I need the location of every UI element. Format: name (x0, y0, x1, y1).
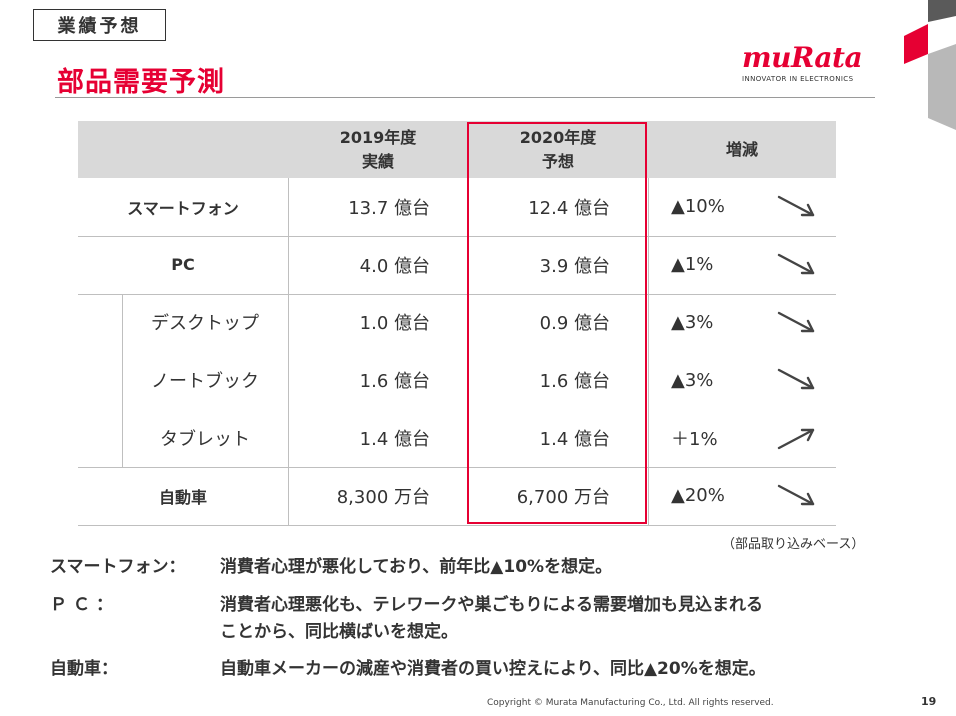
row-label-automotive: 自動車 (158, 487, 207, 507)
fy2020-value-desktop: 0.9 億台 (539, 313, 610, 335)
section-tag: 業績予想 (33, 9, 166, 41)
row-label-pc: PC (171, 255, 195, 275)
comment-automotive: 自動車： 自動車メーカーの減産や消費者の買い控えにより、同比▲20%を想定。 (50, 656, 930, 683)
header-change-label: 増減 (725, 139, 758, 159)
trend-down-arrow-icon-smartphone (777, 195, 815, 217)
header-fy2020-year: 2020年度 (519, 127, 597, 147)
row-divider (78, 467, 836, 468)
header-change: 増減 (648, 121, 836, 178)
fy2020-value-pc: 3.9 億台 (539, 255, 610, 277)
header-fy2019-year: 2019年度 (339, 127, 417, 147)
trend-down-arrow-icon-automotive (777, 484, 815, 506)
comment-label: 自動車： (50, 659, 118, 679)
table-header: 2019年度 実績 2020年度 予想 増減 (78, 121, 836, 178)
header-fy2019: 2019年度 実績 (288, 121, 468, 178)
logo-tagline: INNOVATOR IN ELECTRONICS (742, 75, 854, 83)
fy2019-value-smartphone: 13.7 億台 (348, 197, 430, 219)
change-value-tablet: ＋1% (671, 429, 718, 451)
change-value-pc: ▲1% (671, 254, 714, 276)
row-label-desktop: デスクトップ (151, 313, 259, 335)
comment-smartphone: スマートフォン： 消費者心理が悪化しており、前年比▲10%を想定。 (50, 554, 930, 581)
column-divider (288, 178, 289, 525)
change-value-notebook: ▲3% (671, 369, 714, 391)
row-label-tablet: タブレット (160, 429, 250, 451)
company-logo: muRata INNOVATOR IN ELECTRONICS (742, 41, 876, 84)
logo-wordmark: muRata (742, 41, 863, 74)
title-divider (55, 97, 875, 98)
comment-label: ＰＣ： (50, 595, 119, 615)
header-fy2020-type: 予想 (541, 151, 574, 171)
comment-text: 消費者心理が悪化しており、前年比▲10%を想定。 (220, 557, 613, 577)
trend-down-arrow-icon-notebook (777, 369, 815, 390)
component-demand-table: 2019年度 実績 2020年度 予想 増減 スマートフォン 13.7 億台 12.… (78, 121, 836, 526)
header-fy2020: 2020年度 予想 (468, 121, 648, 178)
fy2020-value-tablet: 1.4 億台 (539, 429, 610, 451)
row-divider (78, 235, 836, 237)
table-note: （部品取り込みベース） (722, 537, 865, 552)
header-fy2019-type: 実績 (361, 151, 394, 171)
fy2020-value-automotive: 6,700 万台 (516, 486, 610, 508)
fy2020-value-notebook: 1.6 億台 (539, 371, 610, 393)
trend-up-arrow-icon-tablet (777, 428, 815, 450)
row-label-notebook: ノートブック (151, 371, 259, 393)
fy2020-value-smartphone: 12.4 億台 (528, 197, 610, 219)
fy2019-value-desktop: 1.0 億台 (359, 313, 430, 335)
column-divider (648, 178, 649, 525)
forecast-column-highlight (467, 122, 647, 524)
fy2019-value-automotive: 8,300 万台 (336, 486, 430, 508)
comment-label: スマートフォン： (50, 557, 186, 577)
copyright-notice: Copyright © Murata Manufacturing Co., Lt… (487, 698, 774, 708)
change-value-automotive: ▲20% (671, 485, 725, 507)
trend-down-arrow-icon-pc (777, 253, 815, 274)
comment-text: 自動車メーカーの減産や消費者の買い控えにより、同比▲20%を想定。 (220, 659, 766, 679)
corner-decoration (904, 0, 956, 130)
row-label-smartphone: スマートフォン (127, 198, 239, 218)
subgroup-indent-rule (122, 293, 123, 467)
comment-text: 消費者心理悪化も、テレワークや巣ごもりによる需要増加も見込まれる (220, 595, 763, 615)
trend-down-arrow-icon-desktop (777, 311, 815, 332)
table-bottom-rule (78, 524, 836, 526)
fy2019-value-tablet: 1.4 億台 (359, 429, 430, 451)
fy2019-value-pc: 4.0 億台 (359, 255, 430, 277)
comment-pc: ＰＣ： 消費者心理悪化も、テレワークや巣ごもりによる需要増加も見込まれる ことか… (50, 592, 930, 646)
comment-text-continued: ことから、同比横ばいを想定。 (220, 622, 458, 642)
change-value-desktop: ▲3% (671, 311, 714, 333)
page-number: 19 (921, 695, 937, 708)
change-value-smartphone: ▲10% (671, 196, 725, 218)
row-divider (78, 293, 836, 295)
page-title: 部品需要予測 (57, 67, 225, 98)
fy2019-value-notebook: 1.6 億台 (359, 371, 430, 393)
